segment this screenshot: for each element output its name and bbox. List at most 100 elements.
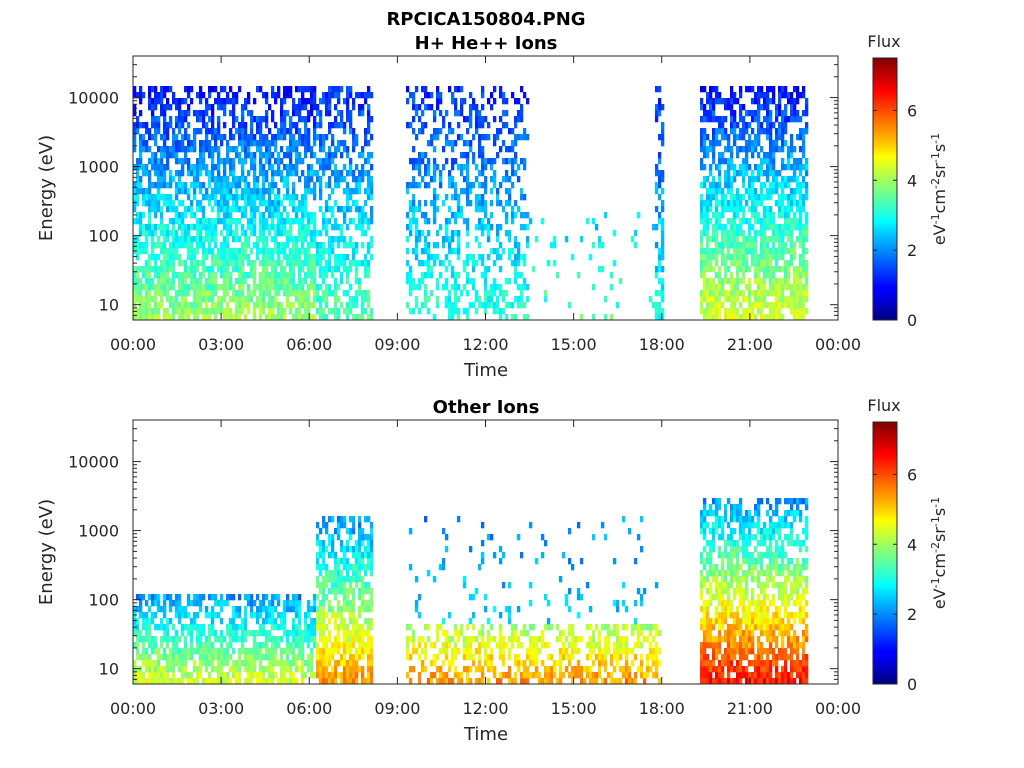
spectrogram-cell [601, 242, 605, 249]
spectrogram-cell [793, 86, 797, 93]
x-tick-label: 03:00 [198, 335, 244, 354]
spectrogram-cell [250, 666, 254, 673]
spectrogram-cell [190, 182, 194, 189]
spectrogram-cell [232, 116, 236, 123]
spectrogram-cell [157, 194, 161, 201]
spectrogram-cell [358, 260, 362, 267]
spectrogram-cell [364, 218, 368, 225]
spectrogram-cell [256, 630, 260, 637]
spectrogram-cell [286, 212, 290, 219]
spectrogram-cell [430, 642, 434, 649]
spectrogram-cell [319, 588, 323, 595]
spectrogram-cell [265, 116, 269, 123]
spectrogram-cell [226, 260, 230, 267]
spectrogram-cell [280, 146, 284, 153]
spectrogram-cell [193, 146, 197, 153]
spectrogram-cell [355, 582, 359, 589]
spectrogram-cell [256, 86, 260, 93]
spectrogram-cell [487, 218, 491, 225]
spectrogram-cell [799, 290, 803, 297]
spectrogram-cell [565, 236, 569, 243]
spectrogram-cell [739, 302, 743, 309]
spectrogram-cell [511, 182, 515, 189]
spectrogram-cell [661, 206, 665, 213]
spectrogram-cell [406, 636, 410, 643]
spectrogram-cell [709, 146, 713, 153]
spectrogram-cell [181, 236, 185, 243]
spectrogram-cell [283, 92, 287, 99]
spectrogram-cell [268, 636, 272, 643]
spectrogram-cell [169, 302, 173, 309]
spectrogram-cell [703, 230, 707, 237]
spectrogram-cell [133, 128, 137, 135]
spectrogram-cell [253, 314, 257, 320]
spectrogram-cell [781, 224, 785, 231]
spectrogram-cell [424, 624, 428, 631]
spectrogram-cell [175, 678, 179, 684]
spectrogram-cell [709, 188, 713, 195]
spectrogram-cell [349, 128, 353, 135]
spectrogram-cell [790, 290, 794, 297]
spectrogram-cell [139, 110, 143, 117]
spectrogram-cell [787, 248, 791, 255]
spectrogram-cell [256, 654, 260, 661]
spectrogram-cell [277, 170, 281, 177]
spectrogram-cell [193, 194, 197, 201]
spectrogram-cell [265, 618, 269, 625]
spectrogram-cell [289, 260, 293, 267]
spectrogram-cell [283, 672, 287, 679]
spectrogram-cell [439, 98, 443, 105]
spectrogram-cell [784, 284, 788, 291]
spectrogram-cell [763, 230, 767, 237]
spectrogram-cell [481, 116, 485, 123]
spectrogram-cell [661, 176, 665, 183]
spectrogram-cell [433, 176, 437, 183]
spectrogram-cell [778, 128, 782, 135]
spectrogram-cell [217, 170, 221, 177]
spectrogram-cell [700, 212, 704, 219]
spectrogram-cell [304, 104, 308, 111]
spectrogram-cell [259, 314, 263, 320]
spectrogram-cell [328, 308, 332, 315]
spectrogram-cell [202, 122, 206, 129]
spectrogram-cell [721, 224, 725, 231]
spectrogram-cell [217, 146, 221, 153]
spectrogram-cell [352, 98, 356, 105]
spectrogram-cell [214, 230, 218, 237]
spectrogram-cell [139, 636, 143, 643]
spectrogram-cell [340, 272, 344, 279]
spectrogram-cell [244, 146, 248, 153]
spectrogram-cell [148, 170, 152, 177]
spectrogram-cell [148, 254, 152, 261]
spectrogram-cell [316, 576, 320, 583]
spectrogram-cell [337, 170, 341, 177]
spectrogram-cell [802, 92, 806, 99]
spectrogram-cell [184, 654, 188, 661]
spectrogram-cell [700, 272, 704, 279]
spectrogram-cell [220, 308, 224, 315]
spectrogram-cell [253, 98, 257, 105]
spectrogram-cell [778, 98, 782, 105]
spectrogram-cell [736, 290, 740, 297]
spectrogram-cell [172, 308, 176, 315]
spectrogram-cell [703, 146, 707, 153]
spectrogram-cell [703, 272, 707, 279]
spectrogram-cell [277, 248, 281, 255]
spectrogram-cell [448, 236, 452, 243]
spectrogram-cell [211, 110, 215, 117]
spectrogram-cell [730, 158, 734, 165]
spectrogram-cell [199, 110, 203, 117]
spectrogram-cell [247, 260, 251, 267]
spectrogram-cell [178, 660, 182, 667]
spectrogram-cell [424, 242, 428, 249]
spectrogram-cell [148, 230, 152, 237]
spectrogram-cell [301, 212, 305, 219]
spectrogram-cell [427, 218, 431, 225]
spectrogram-cell [727, 242, 731, 249]
spectrogram-cell [292, 242, 296, 249]
spectrogram-cell [436, 278, 440, 285]
spectrogram-cell [241, 266, 245, 273]
spectrogram-cell [235, 624, 239, 631]
spectrogram-cell [328, 92, 332, 99]
spectrogram-cell [313, 194, 317, 201]
